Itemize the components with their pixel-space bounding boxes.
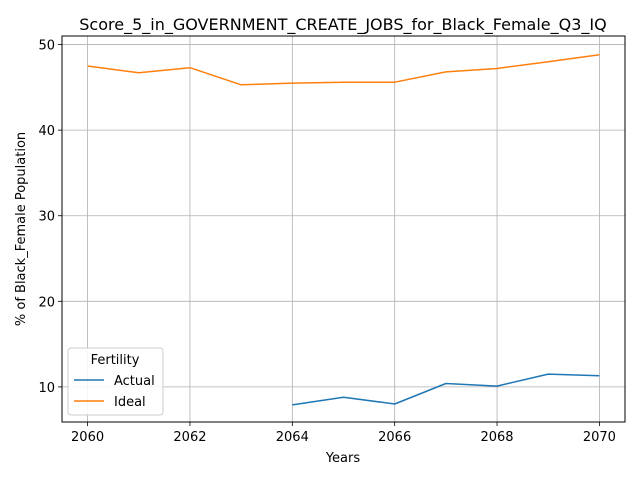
- y-tick-label: 20: [38, 295, 55, 310]
- y-tick-label: 50: [38, 39, 55, 54]
- x-tick-label: 2060: [71, 430, 104, 445]
- x-tick-label: 2068: [480, 430, 513, 445]
- x-tick-label: 2066: [378, 430, 411, 445]
- legend-title: Fertility: [91, 353, 140, 368]
- series-line-ideal: [87, 54, 600, 86]
- x-axis-label: Years: [325, 451, 361, 466]
- y-tick-label: 30: [38, 210, 55, 225]
- legend-label-actual: Actual: [114, 374, 155, 389]
- plot-frame: [61, 35, 626, 423]
- x-tick-label: 2062: [173, 430, 206, 445]
- legend: Fertility Actual Ideal: [67, 347, 164, 416]
- y-tick-label: 40: [38, 124, 55, 139]
- y-axis-ticks: 10 20 30 40 50: [38, 39, 62, 396]
- x-axis-ticks: 2060 2062 2064 2066 2068 2070: [71, 422, 616, 445]
- series-lines: [87, 54, 600, 406]
- x-tick-label: 2064: [276, 430, 309, 445]
- chart-title: Score_5_in_GOVERNMENT_CREATE_JOBS_for_Bl…: [79, 15, 606, 35]
- y-tick-label: 10: [38, 381, 55, 396]
- series-line-actual: [292, 373, 600, 406]
- x-tick-label: 2070: [583, 430, 616, 445]
- legend-box: [67, 347, 164, 416]
- y-axis-label: % of Black_Female Population: [14, 132, 29, 326]
- legend-label-ideal: Ideal: [114, 395, 146, 410]
